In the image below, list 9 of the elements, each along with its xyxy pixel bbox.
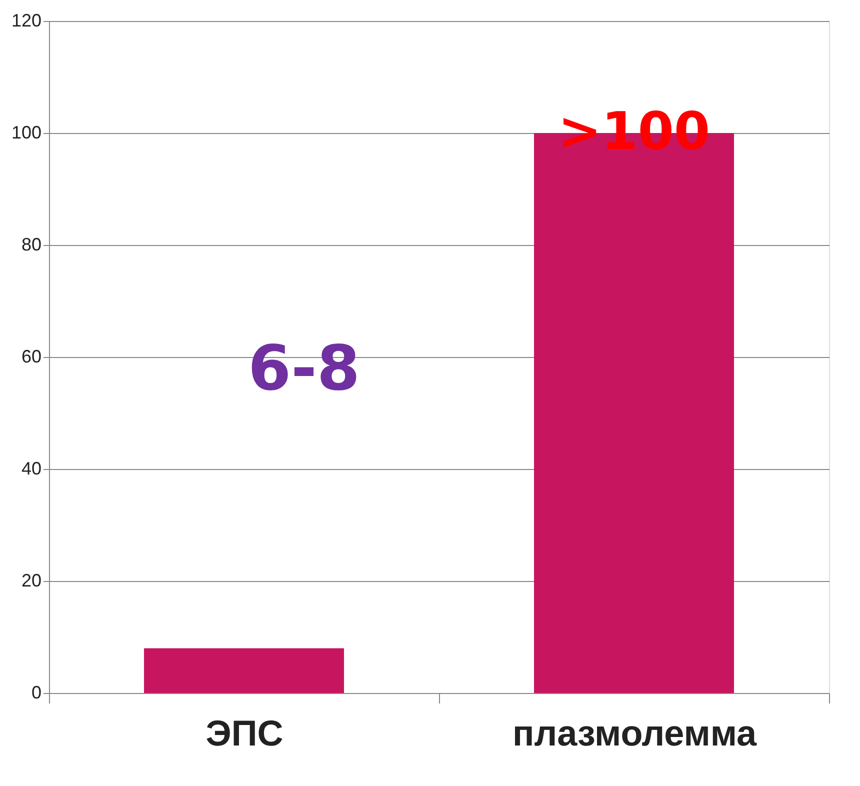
y-tick-label: 80 <box>21 234 42 254</box>
y-tick-label: 20 <box>21 570 42 590</box>
y-tick-label: 60 <box>21 346 42 366</box>
x-tick-label: ЭПС <box>206 712 284 754</box>
y-tick-label: 0 <box>31 682 42 702</box>
y-tick-label: 40 <box>21 458 42 478</box>
x-tick-label: плазмолемма <box>512 712 758 754</box>
y-tick-label: 100 <box>11 122 42 142</box>
y-tick-label: 120 <box>11 10 42 30</box>
